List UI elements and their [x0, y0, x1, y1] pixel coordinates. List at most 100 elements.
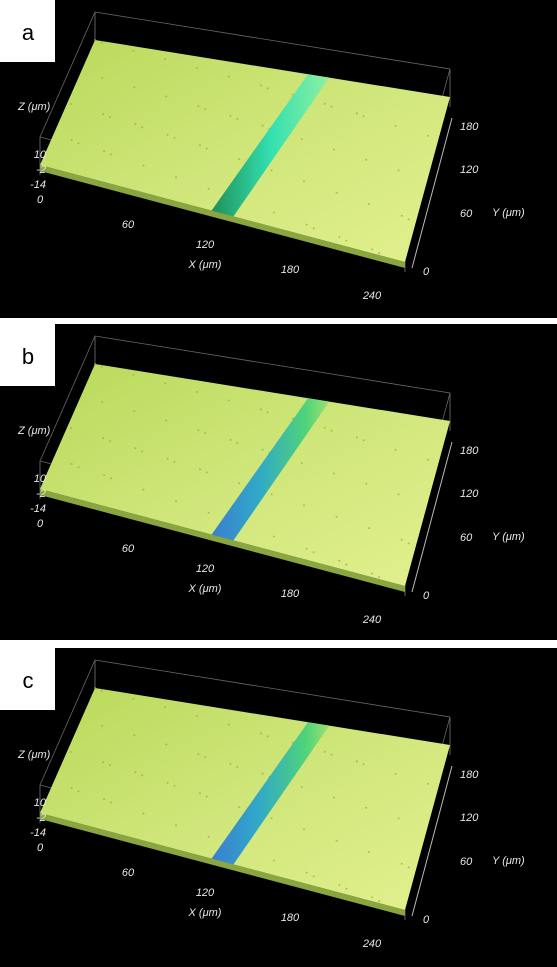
surface-speck [141, 774, 143, 776]
z-tick-label: -14 [30, 179, 46, 191]
surface-speck [175, 824, 177, 826]
surface-speck [133, 410, 135, 412]
surface-speck [273, 536, 275, 538]
surface-speck [78, 142, 80, 144]
surface-speck [313, 551, 315, 553]
surface-speck [271, 493, 273, 495]
surface-speck [94, 687, 96, 689]
surface-speck [303, 180, 305, 182]
surface-speck [164, 706, 166, 708]
surface-speck [70, 103, 72, 105]
surface-speck [199, 792, 201, 794]
z-tick-label: 10 [34, 473, 47, 485]
surface-speck [368, 527, 370, 529]
surface-speck [331, 754, 333, 756]
surface-speck [301, 462, 303, 464]
surface-speck [331, 430, 333, 432]
surface-speck [356, 760, 358, 762]
surface-speck [228, 76, 230, 78]
surface-speck [324, 427, 326, 429]
surface-speck [338, 560, 340, 562]
surface-speck [103, 474, 105, 476]
surface-speck [110, 477, 112, 479]
surface-speck [199, 144, 201, 146]
surface-speck [142, 489, 144, 491]
z-tick-label: -14 [30, 503, 46, 515]
surface-speck [204, 432, 206, 434]
surface-speck [109, 440, 111, 442]
surface-speck [368, 851, 370, 853]
surface-speck [101, 366, 103, 368]
x-axis-title: X (μm) [188, 583, 222, 595]
surface-speck [371, 248, 373, 250]
y-axis-title: Y (μm) [492, 855, 525, 867]
surface-speck [71, 463, 73, 465]
surface-speck [70, 427, 72, 429]
surface-speck [313, 227, 315, 229]
surface-speck [208, 512, 210, 514]
x-axis-title: X (μm) [188, 907, 222, 919]
surface-speck [267, 735, 269, 737]
surface-speck [208, 836, 210, 838]
surface-speck [71, 787, 73, 789]
surface-speck [398, 817, 400, 819]
surface-speck [110, 801, 112, 803]
surface-speck [132, 698, 134, 700]
surface-speck [133, 734, 135, 736]
x-tick-label: 240 [362, 290, 382, 302]
panel-label: b [22, 344, 34, 369]
surface-speck [401, 863, 403, 865]
x-tick-label: 60 [122, 219, 135, 231]
surface-speck [164, 58, 166, 60]
y-tick-label: 120 [460, 812, 479, 824]
surface-speck [338, 236, 340, 238]
surface-speck [196, 67, 198, 69]
surface-speck [271, 169, 273, 171]
surface-speck [228, 724, 230, 726]
surface-speck [427, 459, 429, 461]
surface-speck [336, 192, 338, 194]
surface-speck [408, 218, 410, 220]
surface-speck [427, 783, 429, 785]
y-tick-label: 60 [460, 532, 473, 544]
surface-speck [175, 176, 177, 178]
z-axis-title: Z (μm) [17, 101, 51, 113]
surface-speck [167, 458, 169, 460]
surface-speck [70, 751, 72, 753]
y-tick-label: 60 [460, 856, 473, 868]
surface-speck [324, 751, 326, 753]
surface-speck [408, 542, 410, 544]
surface-speck [206, 472, 208, 474]
surface-speck [103, 798, 105, 800]
surface-speck [356, 112, 358, 114]
surface-speck [368, 203, 370, 205]
surface-speck [208, 188, 210, 190]
surface-speck [313, 875, 315, 877]
surface-speck [165, 744, 167, 746]
surface-speck [134, 771, 136, 773]
surface-speck [197, 753, 199, 755]
surface-speck [306, 872, 308, 874]
x-tick-label: 240 [362, 614, 382, 626]
z-tick-label: -2 [36, 812, 46, 824]
y-tick-label: 0 [423, 914, 430, 926]
z-tick-label: -2 [36, 164, 46, 176]
surface-speck [238, 158, 240, 160]
surface-speck [336, 840, 338, 842]
surface-speck [228, 400, 230, 402]
surface-speck [408, 866, 410, 868]
surface-speck [371, 572, 373, 574]
surface-speck [331, 106, 333, 108]
surface-speck [206, 148, 208, 150]
surface-speck [306, 224, 308, 226]
x-tick-label: 120 [196, 239, 215, 251]
surface-speck [206, 796, 208, 798]
surface-speck [356, 436, 358, 438]
surface-speck [102, 761, 104, 763]
surface-speck [199, 468, 201, 470]
surface-speck [204, 756, 206, 758]
surface-speck [365, 807, 367, 809]
surface-speck [427, 135, 429, 137]
